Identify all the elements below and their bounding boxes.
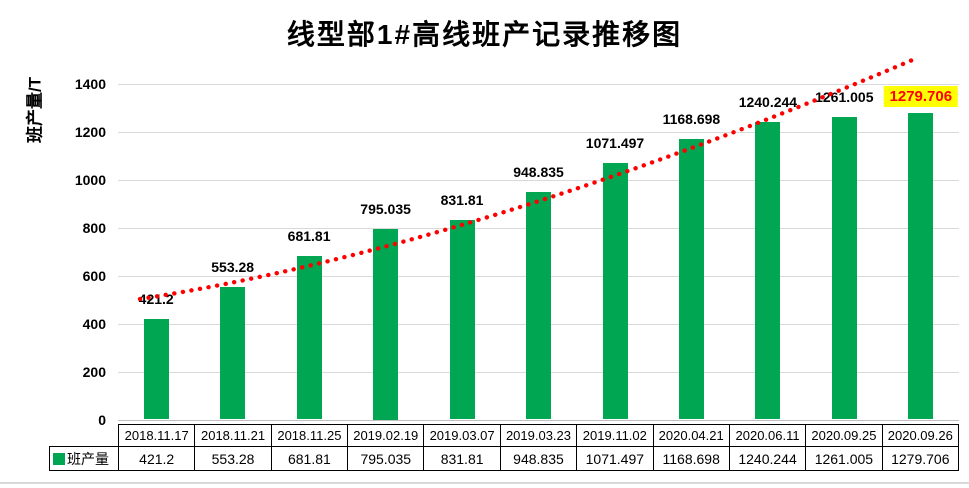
bar-value-label-highlighted: 1279.706 xyxy=(883,85,959,107)
bar xyxy=(220,286,246,420)
bar xyxy=(602,162,628,420)
chart-title: 线型部1#高线班产记录推移图 xyxy=(286,19,683,50)
table-date-cell: 2019.02.19 xyxy=(347,424,425,447)
table-date-cell: 2018.11.21 xyxy=(194,424,272,447)
table-date-cell: 2018.11.17 xyxy=(117,424,196,447)
y-tick-label: 0 xyxy=(98,411,106,428)
table-row-dates: 2018.11.17 2018.11.21 2018.11.25 2019.02.19… xyxy=(50,424,960,447)
bar xyxy=(755,122,781,420)
table-date-cell: 2020.09.26 xyxy=(881,424,960,447)
table-row-values: 班产量 421.2 553.28 681.81 795.035 831.81 948.83… xyxy=(49,446,960,471)
bar xyxy=(831,117,857,420)
legend-swatch-icon xyxy=(53,452,65,465)
gridline xyxy=(118,419,959,421)
data-table: 2018.11.17 2018.11.21 2018.11.25 2019.02.19… xyxy=(49,424,960,471)
bar xyxy=(526,192,551,420)
table-value-cell: 421.2 xyxy=(117,446,196,471)
table-date-cell: 2019.11.02 xyxy=(576,424,654,447)
table-value-cell: 1261.005 xyxy=(805,446,883,471)
bar-value-label: 1071.497 xyxy=(585,134,645,151)
bar-value-label: 1240.244 xyxy=(738,94,798,111)
y-tick-label: 1200 xyxy=(74,123,106,140)
table-value-cell: 1279.706 xyxy=(881,446,960,471)
bar xyxy=(449,220,475,420)
y-tick-label: 800 xyxy=(82,219,106,236)
table-corner-blank xyxy=(50,425,119,447)
bar-value-label: 1261.005 xyxy=(815,89,874,106)
table-date-cell: 2020.06.11 xyxy=(728,424,807,447)
table-value-cell: 553.28 xyxy=(194,446,272,471)
table-value-cell: 1168.698 xyxy=(652,446,730,471)
bar-value-label: 948.835 xyxy=(513,164,564,181)
bar xyxy=(296,256,322,420)
y-tick-label: 1400 xyxy=(74,76,106,92)
bar-value-label: 553.28 xyxy=(211,258,255,275)
bar xyxy=(373,229,399,420)
table-date-cell: 2020.09.25 xyxy=(805,424,883,447)
y-tick-label: 600 xyxy=(82,267,106,284)
legend-label: 班产量 xyxy=(67,450,109,467)
bar-value-label: 795.035 xyxy=(360,201,411,217)
table-date-cell: 2018.11.25 xyxy=(270,424,349,447)
table-value-cell: 795.035 xyxy=(347,446,425,471)
table-value-cell: 1240.244 xyxy=(728,446,807,471)
bar-value-label: 831.81 xyxy=(440,192,484,209)
table-date-cell: 2020.04.21 xyxy=(652,424,730,447)
table-value-cell: 831.81 xyxy=(423,446,501,471)
bar xyxy=(908,112,934,420)
table-value-cell: 1071.497 xyxy=(576,446,654,471)
bar-value-label: 1168.698 xyxy=(662,111,721,128)
table-date-cell: 2019.03.23 xyxy=(499,424,578,447)
table-date-cell: 2019.03.07 xyxy=(423,424,501,447)
y-tick-label: 400 xyxy=(82,315,106,332)
y-tick-label: 200 xyxy=(82,363,106,380)
gridline xyxy=(118,84,959,85)
legend-cell: 班产量 xyxy=(49,446,119,471)
table-value-cell: 681.81 xyxy=(270,446,349,471)
table-value-cell: 948.835 xyxy=(499,446,578,471)
bar-value-label: 681.81 xyxy=(287,228,331,245)
bottom-divider xyxy=(0,482,969,484)
y-tick-label: 1000 xyxy=(74,171,106,188)
bar xyxy=(143,318,169,420)
bar-value-label: 421.2 xyxy=(138,290,174,307)
bar xyxy=(678,139,704,420)
